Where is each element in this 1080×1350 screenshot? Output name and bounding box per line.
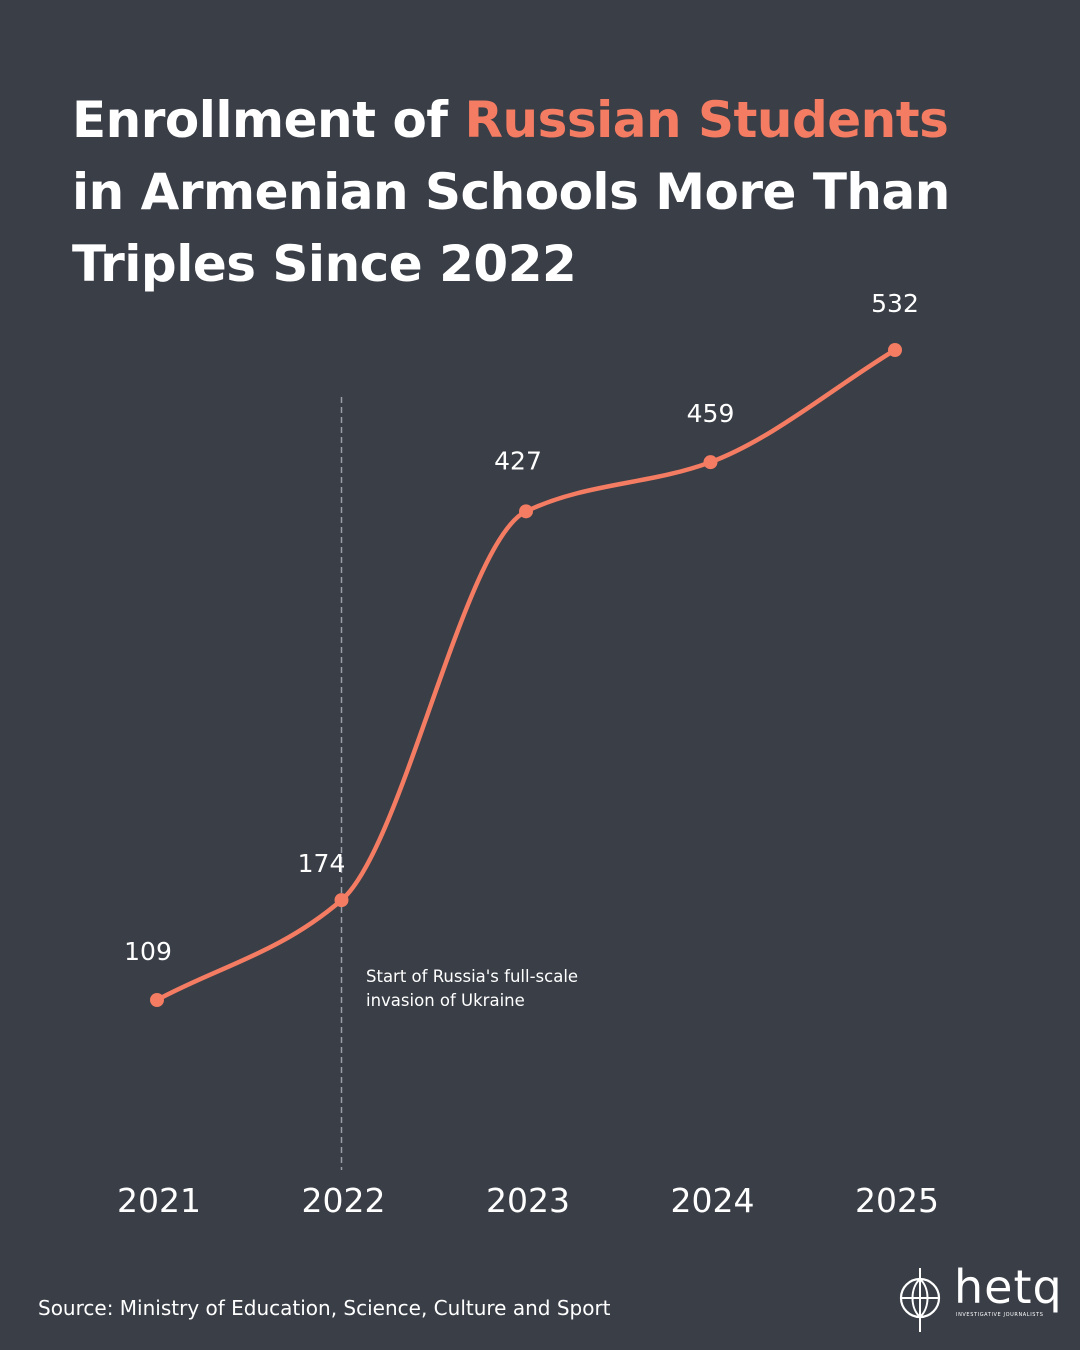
x-tick-label-2022: 2022 — [302, 1181, 386, 1220]
data-point-2023 — [519, 504, 533, 519]
hetq-logo: hetq INVESTIGATIVE JOURNALISTS — [898, 1262, 1062, 1334]
logo-wordmark: hetq — [954, 1260, 1063, 1314]
title-highlight: Russian Students — [464, 91, 949, 149]
chart-title: Enrollment of Russian Students in Armeni… — [72, 84, 1032, 300]
data-point-2024 — [703, 455, 718, 470]
annotation-text-line-1: Start of Russia's full-scale — [366, 967, 578, 986]
title-part-3: Triples Since 2022 — [72, 235, 577, 293]
title-part-2: in Armenian Schools More Than — [72, 163, 950, 221]
x-tick-label-2025: 2025 — [855, 1181, 939, 1220]
x-tick-label-2024: 2024 — [671, 1181, 755, 1220]
data-label-2024: 459 — [687, 399, 735, 428]
title-part-1: Enrollment of — [72, 91, 465, 149]
data-label-2025: 532 — [871, 289, 919, 318]
x-tick-label-2023: 2023 — [486, 1181, 570, 1220]
logo-tagline: INVESTIGATIVE JOURNALISTS — [956, 1312, 1044, 1318]
data-label-2023: 427 — [494, 446, 542, 475]
annotation-text-line-2: invasion of Ukraine — [366, 991, 525, 1010]
x-tick-label-2021: 2021 — [117, 1181, 201, 1220]
source-note: Source: Ministry of Education, Science, … — [38, 1296, 611, 1320]
series-line — [154, 347, 898, 1003]
data-point-2021 — [150, 993, 164, 1007]
data-label-2022: 174 — [298, 849, 346, 878]
data-point-2025 — [888, 343, 902, 357]
data-point-2022 — [334, 893, 349, 908]
data-label-2021: 109 — [124, 937, 172, 966]
hetq-globe-icon — [899, 1268, 941, 1332]
